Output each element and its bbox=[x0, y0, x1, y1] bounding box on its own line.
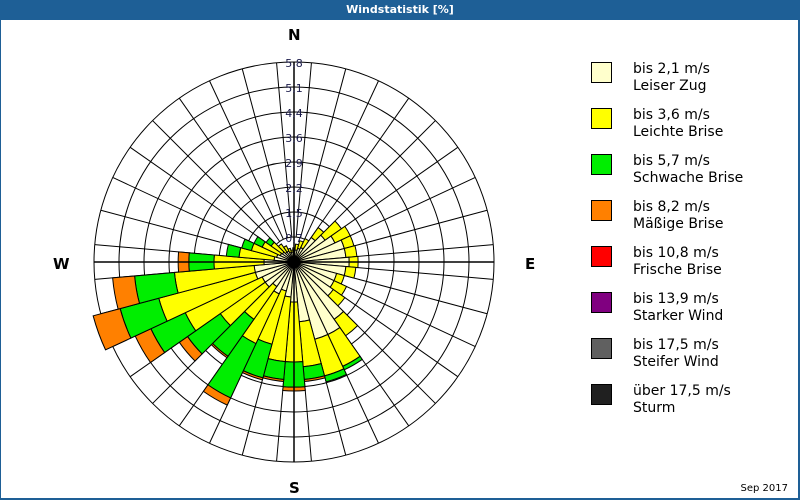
radial-tick-label: 5,8 bbox=[285, 57, 303, 70]
wind-sector-wedge bbox=[265, 237, 275, 247]
wind-sector-wedge bbox=[283, 245, 290, 253]
radial-tick-label: 5,1 bbox=[285, 82, 303, 95]
legend-swatch bbox=[591, 246, 612, 267]
legend-swatch bbox=[591, 62, 612, 83]
legend-swatch bbox=[591, 384, 612, 405]
wind-sector-wedge bbox=[277, 243, 288, 255]
legend-swatch bbox=[591, 154, 612, 175]
date-label: Sep 2017 bbox=[740, 483, 788, 494]
legend-swatch bbox=[591, 292, 612, 313]
legend-label: bis 5,7 m/s Schwache Brise bbox=[633, 153, 744, 186]
legend-label: bis 13,9 m/s Starker Wind bbox=[633, 291, 724, 324]
legend-swatch bbox=[591, 338, 612, 359]
radial-tick-label: 2,9 bbox=[285, 157, 303, 170]
wind-rose-chart: 0,7 1,5 2,2 2,9 3,6 4,4 5,1 5,8 bbox=[92, 57, 495, 463]
wind-sector-wedge bbox=[112, 275, 141, 310]
legend-label: bis 17,5 m/s Steifer Wind bbox=[633, 337, 719, 370]
compass-south-label: S bbox=[289, 479, 300, 497]
wind-sector-wedge bbox=[225, 243, 242, 258]
wind-sector-wedge bbox=[343, 265, 357, 279]
wind-sector-wedge bbox=[253, 235, 266, 248]
wind-sector-wedge bbox=[92, 307, 132, 351]
radial-tick-label: 0,7 bbox=[285, 232, 303, 245]
wind-sector-wedge bbox=[241, 238, 255, 252]
wind-sector-wedge bbox=[287, 247, 293, 254]
legend-label: bis 10,8 m/s Frische Brise bbox=[633, 245, 722, 278]
wind-sector-wedge bbox=[323, 368, 348, 383]
window-title: Windstatistik [%] bbox=[0, 0, 800, 20]
legend-label: bis 2,1 m/s Leiser Zug bbox=[633, 61, 710, 94]
wind-sector-wedge bbox=[290, 249, 294, 253]
compass-east-label: E bbox=[525, 255, 536, 273]
legend-swatch bbox=[591, 200, 612, 221]
legend-label: bis 3,6 m/s Leichte Brise bbox=[633, 107, 724, 140]
radial-tick-label: 2,2 bbox=[285, 182, 303, 195]
compass-west-label: W bbox=[53, 255, 70, 273]
radial-tick-label: 4,4 bbox=[285, 107, 303, 120]
radial-tick-label: 1,5 bbox=[285, 207, 303, 220]
chart-panel: 0,7 1,5 2,2 2,9 3,6 4,4 5,1 5,8 N E S W bis 2,1… bbox=[1, 20, 798, 498]
wind-sector-wedge bbox=[202, 384, 232, 406]
legend-swatch bbox=[591, 108, 612, 129]
legend-label: über 17,5 m/s Sturm bbox=[633, 383, 731, 416]
radial-tick-label: 3,6 bbox=[285, 132, 303, 145]
legend-label: bis 8,2 m/s Mäßige Brise bbox=[633, 199, 724, 232]
compass-north-label: N bbox=[288, 26, 301, 44]
